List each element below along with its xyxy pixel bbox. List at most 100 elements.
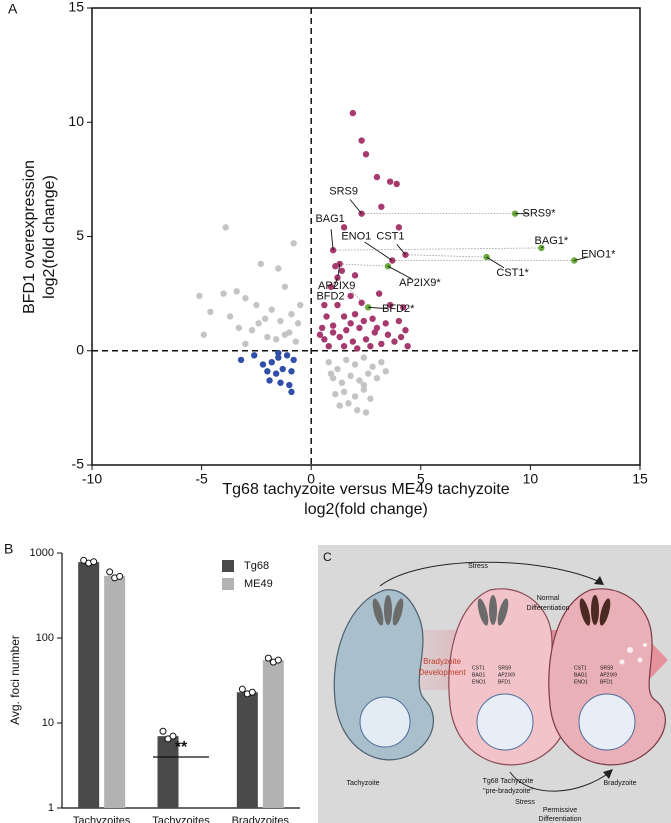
y-tick-label: 100 [36,632,54,644]
bar [236,692,258,808]
connector [339,263,388,267]
replicate-point [106,568,114,576]
point [349,109,357,117]
point [347,320,354,327]
leader-line [337,263,341,277]
rhoptries [477,595,509,626]
point [275,354,282,361]
connector [337,277,369,308]
point [360,354,368,361]
connector [333,247,542,251]
point [362,336,370,343]
point [336,402,343,409]
nucleus [578,693,636,751]
point [338,379,346,386]
diagram-label: Stress [468,563,488,570]
point [264,368,271,375]
y-tick-label: 10 [68,113,84,129]
amylopectin-granules [619,643,647,665]
point [334,301,341,309]
point [347,292,354,300]
point [196,292,203,300]
point [393,180,400,188]
significance-label: ** [175,739,188,756]
legend-swatch [222,560,234,572]
gene-label: BAG1 [472,672,486,678]
leader-line [364,241,393,261]
point [354,345,361,352]
leader-line [574,256,589,261]
gene-label: SRS9 [600,665,613,671]
replicate-point [274,656,282,664]
point [360,381,368,389]
point [391,338,398,345]
point [272,370,280,377]
point [286,381,293,389]
point [358,299,365,306]
point [356,324,363,332]
point-label: BFD2 [316,291,344,303]
diagram-label: Differentiation [538,816,581,823]
nucleus [476,693,534,751]
point [395,224,403,231]
point [340,224,348,231]
diagram-label: Development [418,668,466,677]
leader-line [368,306,389,310]
point [251,352,258,359]
replicate-point [264,654,272,662]
gene-label: SRS9 [498,665,511,671]
point [373,173,381,181]
point [323,313,330,320]
point [288,310,295,318]
point [378,358,385,366]
legend-swatch [222,578,234,590]
cell-label: "pre-bradyzoite" [483,788,533,795]
point [334,365,341,373]
point [220,290,227,297]
point [367,342,374,350]
gene-label: CST1 [574,665,587,671]
point [268,306,275,313]
cell-label: Tg68 Tachyzoite [483,778,534,785]
diagram-label: Bradyzoite [423,657,461,666]
gene-label: AP2IX9 [498,672,515,678]
replicate-point [116,572,124,580]
replicate-point [90,558,98,566]
point [367,395,374,402]
panel-label: C [323,550,332,564]
diagram-label: Differentiation [526,605,569,612]
cell-label: Tachyzoite [346,780,379,787]
panel-label: A [8,1,18,17]
x-axis-label: log2(fold change) [304,501,428,518]
x-tick-label: Bradyzoites [232,815,290,823]
y-tick-label: 0 [76,341,84,357]
diagram-label: Stress [515,799,535,806]
point [360,317,368,325]
point [362,409,370,416]
panel-label: B [4,541,13,557]
y-axis-label: Avg. foci number [8,635,22,725]
bar [78,562,100,808]
point [351,393,359,400]
gene-label: CST1 [472,665,485,671]
point [364,304,372,311]
point [316,331,324,338]
legend-label: Tg68 [244,560,269,572]
point-label: SRS9* [523,208,557,220]
cell-label: Bradyzoite [603,780,636,787]
point [242,294,249,302]
point [288,388,295,396]
point [325,342,332,350]
gene-label: BFD1 [498,679,511,685]
point [261,315,269,322]
point [283,352,291,359]
point [259,361,267,368]
bradyzoite-cell [548,588,666,766]
point [351,361,359,368]
point-label: AP2IX9* [399,277,441,289]
point-label: CST1* [496,267,529,279]
point [297,301,304,309]
bar [157,736,179,808]
point [272,336,280,343]
